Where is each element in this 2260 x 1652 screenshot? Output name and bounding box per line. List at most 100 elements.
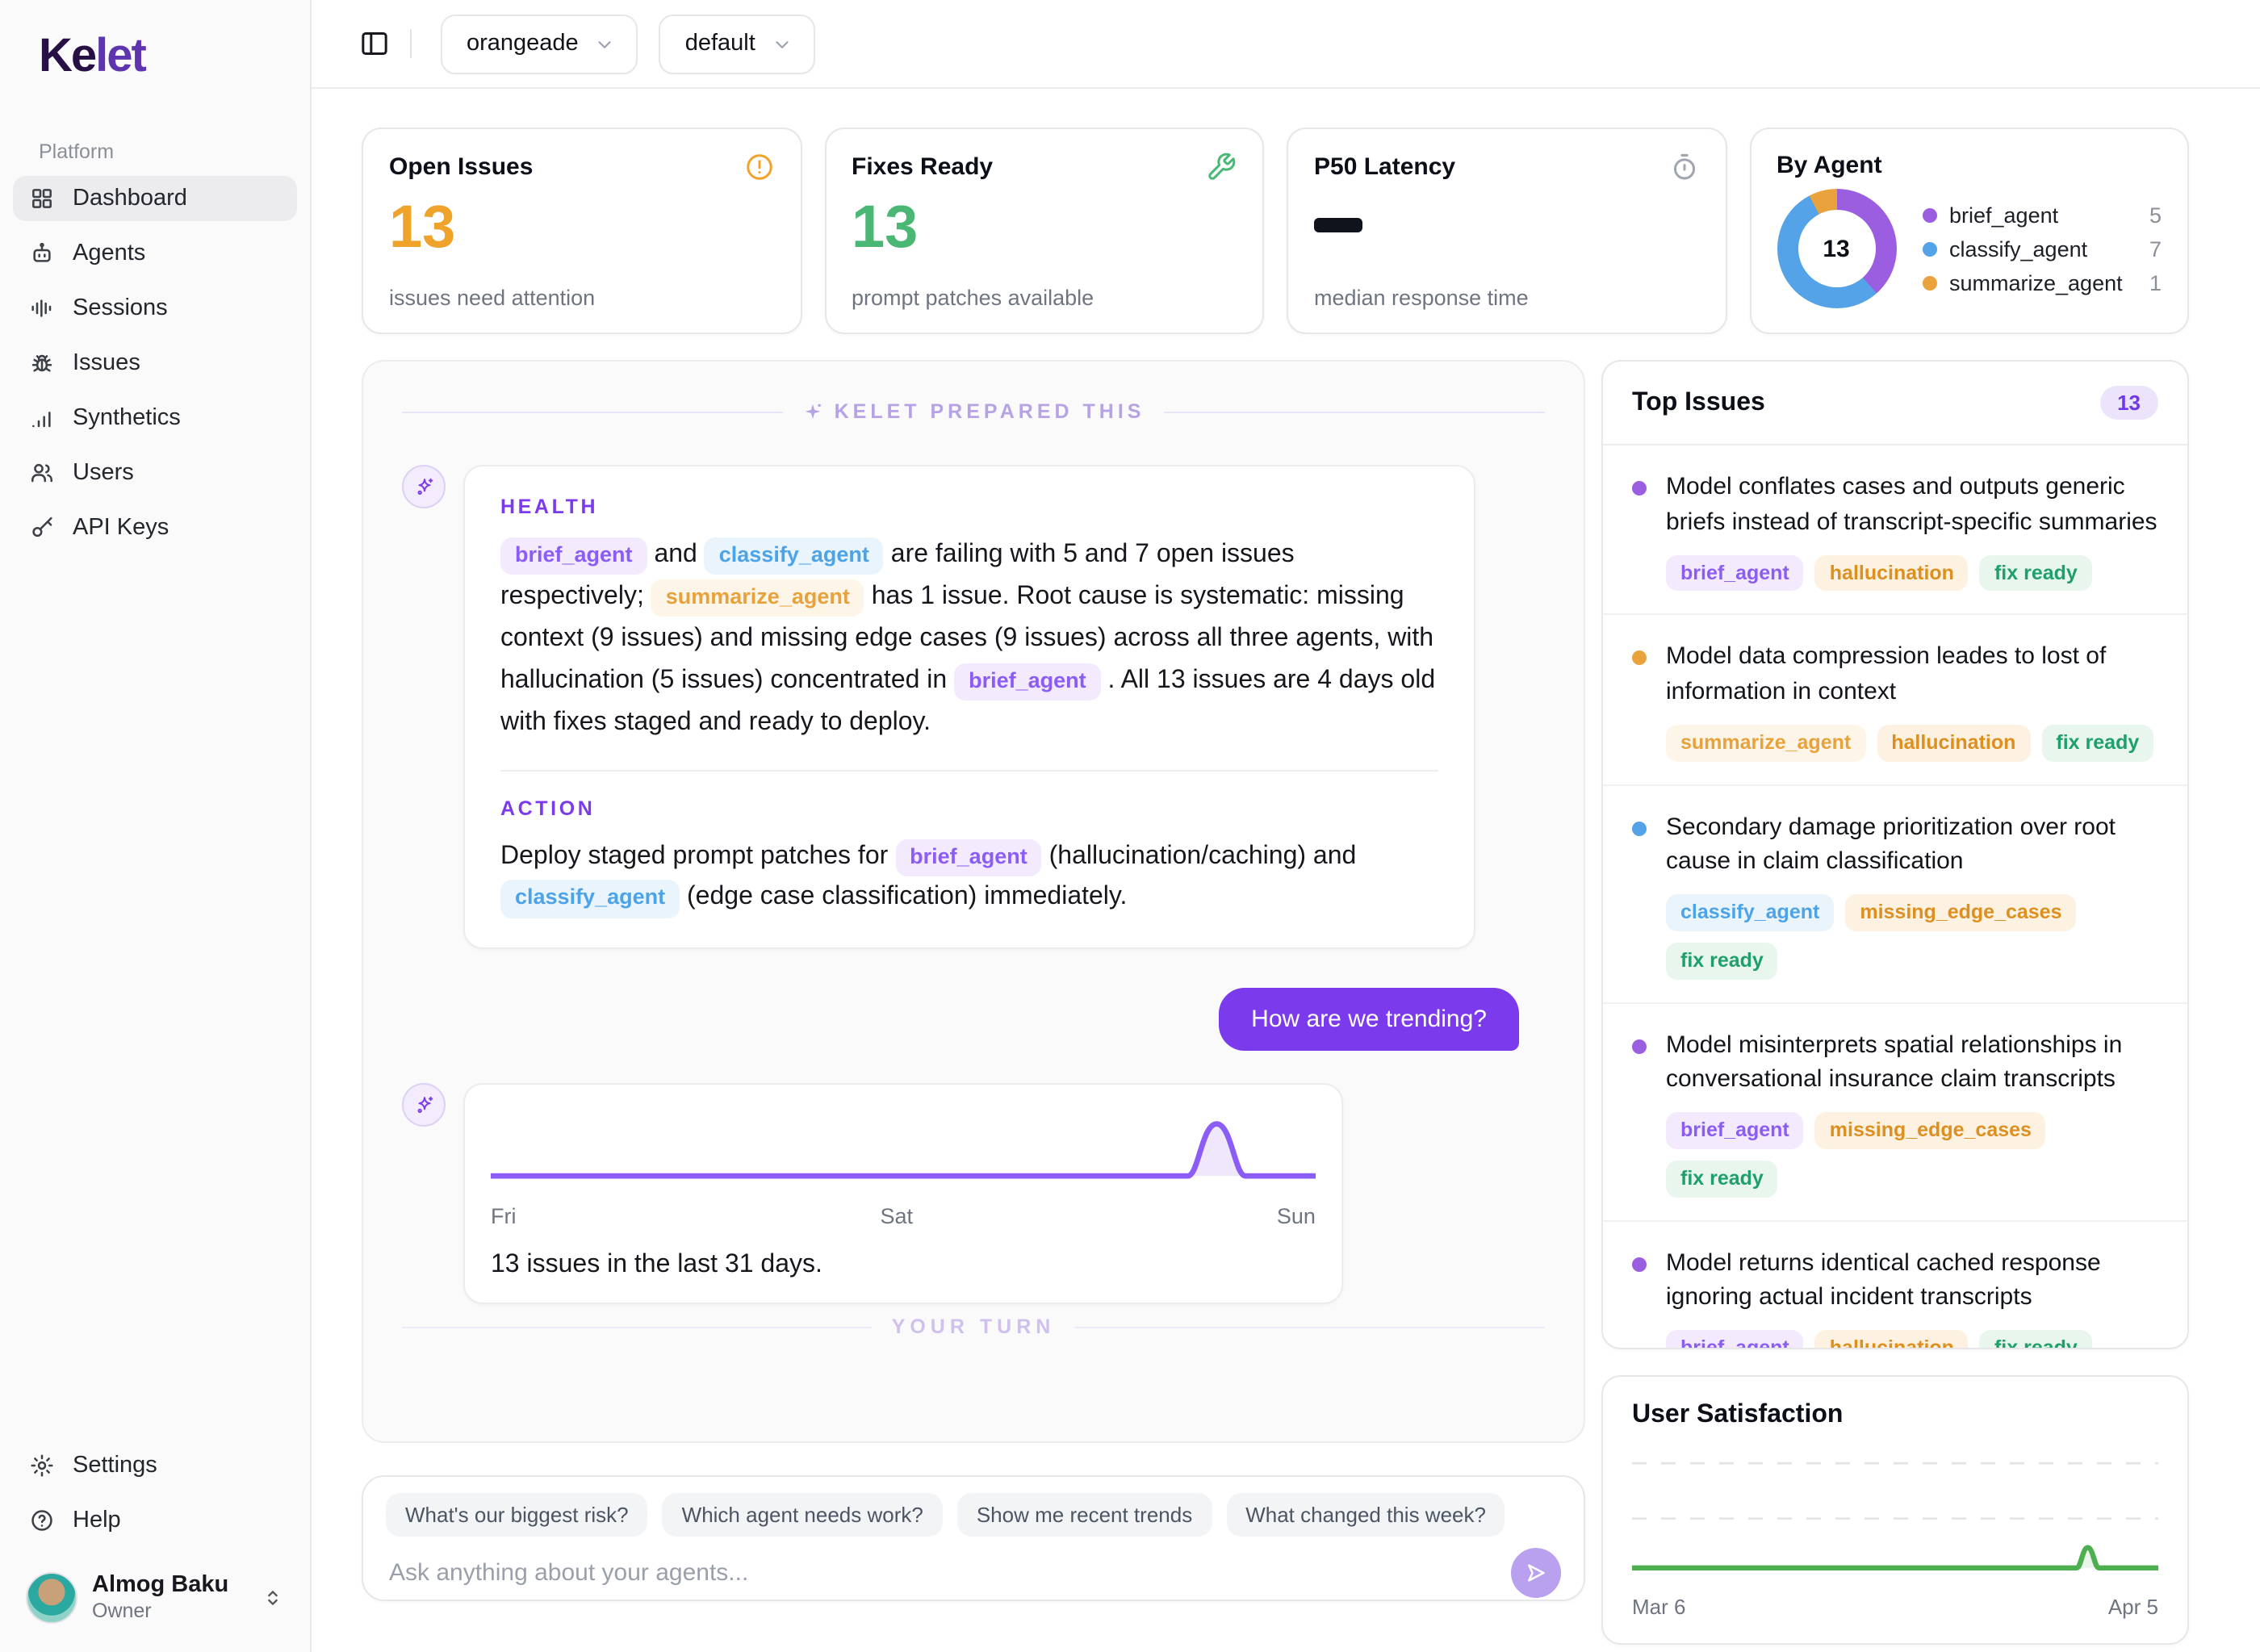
sparkle-icon <box>805 403 821 419</box>
issue-title: Model data compression leades to lost of… <box>1666 642 2107 706</box>
sidebar-item-api-keys[interactable]: API Keys <box>13 505 297 550</box>
agent-legend: brief_agent 5 classify_agent 7 summarize… <box>1922 203 2162 295</box>
stopwatch-icon <box>1672 153 1695 180</box>
logo-part-1: Ke <box>39 31 97 82</box>
agent-tag: classify_agent <box>1666 894 1835 931</box>
card-subtitle: median response time <box>1314 286 1529 310</box>
card-by-agent: By Agent 13 brief_agent 5 <box>1749 128 2189 334</box>
suggestion-chip[interactable]: What changed this week? <box>1226 1493 1505 1537</box>
category-tag: missing_edge_cases <box>1814 1112 2046 1149</box>
org-select[interactable]: orangeade <box>441 14 638 73</box>
sidebar-item-settings[interactable]: Settings <box>13 1442 297 1487</box>
issue-row[interactable]: Model data compression leades to lost of… <box>1603 613 2187 784</box>
health-text: has 1 issue. Root cause is systematic: m… <box>500 582 1434 694</box>
sidebar-item-help[interactable]: Help <box>13 1497 297 1542</box>
legend-row: classify_agent 7 <box>1922 236 2162 261</box>
wrench-icon <box>1208 153 1236 180</box>
issue-row[interactable]: Model misinterprets spatial relationship… <box>1603 1002 2187 1219</box>
card-fixes-ready: Fixes Ready 13 prompt patches available <box>824 128 1264 334</box>
sidebar-item-label: Users <box>73 459 134 486</box>
kelet-chat-panel: KELET PREPARED THIS HEALTH brief_agent a… <box>362 360 1585 1443</box>
status-tag: fix ready <box>1979 554 2092 592</box>
sidebar-item-agents[interactable]: Agents <box>13 231 297 276</box>
suggestion-chip[interactable]: What's our biggest risk? <box>386 1493 648 1537</box>
issue-row[interactable]: Model returns identical cached response … <box>1603 1219 2187 1348</box>
agent-donut-total: 13 <box>1798 210 1875 287</box>
sidebar-item-label: Sessions <box>73 295 168 321</box>
card-divider <box>500 769 1438 772</box>
legend-count: 1 <box>2149 270 2162 295</box>
sidebar-toggle-button[interactable] <box>358 27 391 60</box>
health-text: and <box>647 541 705 568</box>
status-tag: fix ready <box>1666 1160 1778 1197</box>
chevrons-up-down-icon <box>268 1590 278 1604</box>
profile-role: Owner <box>92 1599 152 1622</box>
left-column: KELET PREPARED THIS HEALTH brief_agent a… <box>362 360 1585 1645</box>
issue-dot <box>1632 1257 1647 1271</box>
user-satisfaction-chart <box>1632 1443 2158 1588</box>
status-tag: fix ready <box>1666 942 1778 979</box>
sidebar-item-users[interactable]: Users <box>13 450 297 496</box>
main-area: orangeade default Open Issues 13 issues … <box>312 0 2260 1652</box>
x-tick: Sat <box>880 1204 913 1229</box>
card-title: Open Issues <box>389 153 534 181</box>
env-select[interactable]: default <box>659 14 815 73</box>
prepared-this-divider: KELET PREPARED THIS <box>402 400 1545 423</box>
key-icon <box>32 517 52 537</box>
agent-tag: brief_agent <box>1666 554 1804 592</box>
legend-row: summarize_agent 1 <box>1922 270 2162 295</box>
issue-row[interactable]: Secondary damage prioritization over roo… <box>1603 784 2187 1002</box>
issue-dot <box>1632 650 1647 666</box>
health-card: HEALTH brief_agent and classify_agent ar… <box>463 465 1475 950</box>
stat-cards: Open Issues 13 issues need attention Fix… <box>362 128 2189 334</box>
audio-lines-icon <box>31 299 52 317</box>
issue-tags: brief_agent missing_edge_cases fix ready <box>1666 1112 2158 1197</box>
agent-tag: classify_agent <box>704 537 884 575</box>
panel-left-icon <box>362 32 387 55</box>
user-profile[interactable]: Almog Baku Owner <box>13 1565 297 1629</box>
card-p50-latency: P50 Latency median response time <box>1287 128 1726 334</box>
legend-label: summarize_agent <box>1949 270 2123 295</box>
top-issues-panel: Top Issues 13 Model conflates cases and … <box>1601 360 2189 1349</box>
issues-trend-chart <box>491 1111 1316 1195</box>
robot-icon <box>33 242 51 262</box>
sidebar-item-issues[interactable]: Issues <box>13 341 297 386</box>
send-button[interactable] <box>1511 1548 1561 1598</box>
sidebar-item-sessions[interactable]: Sessions <box>13 286 297 331</box>
alert-circle-icon <box>746 154 772 180</box>
sidebar-item-synthetics[interactable]: Synthetics <box>13 395 297 441</box>
x-tick: Fri <box>491 1204 517 1229</box>
agent-tag: classify_agent <box>500 880 680 918</box>
card-title: By Agent <box>1777 152 1882 179</box>
legend-row: brief_agent 5 <box>1922 203 2162 227</box>
sidebar-item-label: Dashboard <box>73 185 187 211</box>
agent-tag: summarize_agent <box>651 579 864 617</box>
logo: Kelet <box>13 23 297 86</box>
chevron-down-icon <box>776 40 789 48</box>
agent-tag: brief_agent <box>954 663 1101 701</box>
card-title: P50 Latency <box>1314 153 1456 181</box>
status-tag: fix ready <box>2041 724 2154 761</box>
x-tick: Sun <box>1276 1204 1316 1229</box>
assistant-avatar <box>402 465 446 508</box>
issue-row[interactable]: Model conflates cases and outputs generi… <box>1603 445 2187 614</box>
user-message-row: How are we trending? <box>402 988 1545 1052</box>
legend-dot <box>1922 207 1936 222</box>
issue-title: Model returns identical cached response … <box>1666 1248 2101 1311</box>
user-satisfaction-title: User Satisfaction <box>1632 1401 1844 1428</box>
issue-tags: brief_agent hallucination fix ready <box>1666 554 2158 592</box>
card-value: 13 <box>852 194 919 260</box>
users-icon <box>31 463 52 482</box>
trend-chart-card: Fri Sat Sun 13 issues in the last 31 day… <box>463 1083 1343 1305</box>
health-label: HEALTH <box>500 496 599 518</box>
issue-tags: classify_agent missing_edge_cases fix re… <box>1666 894 2158 979</box>
signal-bars-icon <box>32 411 51 427</box>
card-title: Fixes Ready <box>852 153 994 181</box>
card-open-issues: Open Issues 13 issues need attention <box>362 128 801 334</box>
sidebar-item-dashboard[interactable]: Dashboard <box>13 175 297 221</box>
suggestion-chip[interactable]: Show me recent trends <box>956 1493 1212 1537</box>
legend-label: brief_agent <box>1949 203 2059 227</box>
health-text: are failing with 5 and 7 open issues res… <box>500 541 1295 610</box>
suggestion-chip[interactable]: Which agent needs work? <box>662 1493 943 1537</box>
ask-input[interactable] <box>386 1556 1511 1590</box>
